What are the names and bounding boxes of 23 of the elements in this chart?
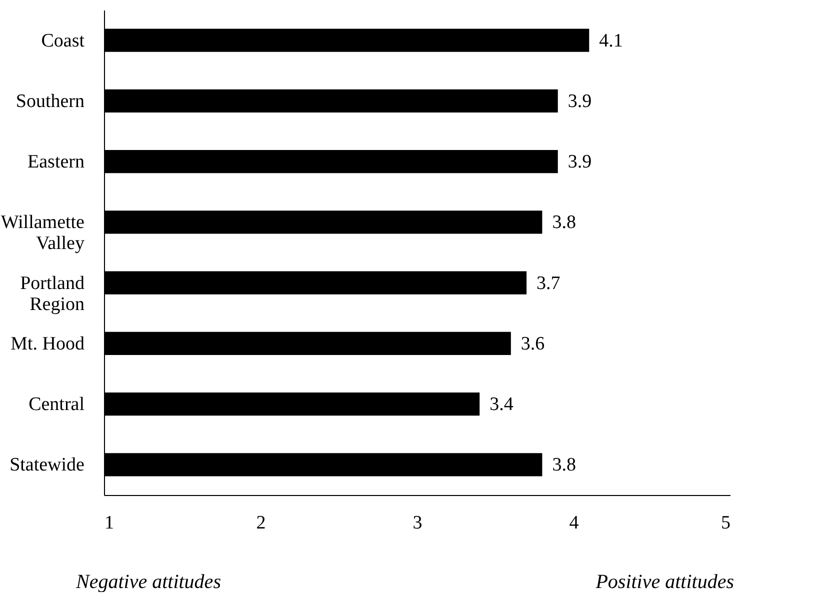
y-tick-label: Portland Region [20, 272, 85, 315]
y-tick-label: Eastern [28, 152, 85, 173]
y-tick-label: Statewide [10, 454, 84, 476]
x-tick-label: 5 [721, 512, 730, 534]
x-tick-label: 1 [104, 512, 114, 534]
y-tick-label: Willamette Valley [0, 212, 85, 254]
y-tick-label: Central [28, 394, 84, 416]
x-tick-label: 3 [412, 512, 422, 534]
text: Negative attitudes [75, 571, 222, 593]
data-label: 4.1 [599, 30, 623, 52]
y-tick-label: Mt. Hood [10, 333, 85, 354]
x-tick-label: 4 [569, 512, 580, 534]
data-label: 3.8 [552, 212, 576, 234]
x-tick-label: 2 [256, 512, 266, 534]
data-label: 3.9 [568, 152, 592, 173]
y-tick-label: Coast [41, 30, 86, 52]
text: Positive attitudes [594, 571, 734, 593]
data-label: 3.7 [536, 272, 560, 294]
data-label: 3.4 [490, 394, 514, 416]
data-label: 3.9 [568, 90, 592, 112]
data-label: 3.6 [520, 333, 545, 354]
data-label: 3.8 [552, 454, 576, 476]
y-tick-label: Southern [16, 90, 85, 112]
